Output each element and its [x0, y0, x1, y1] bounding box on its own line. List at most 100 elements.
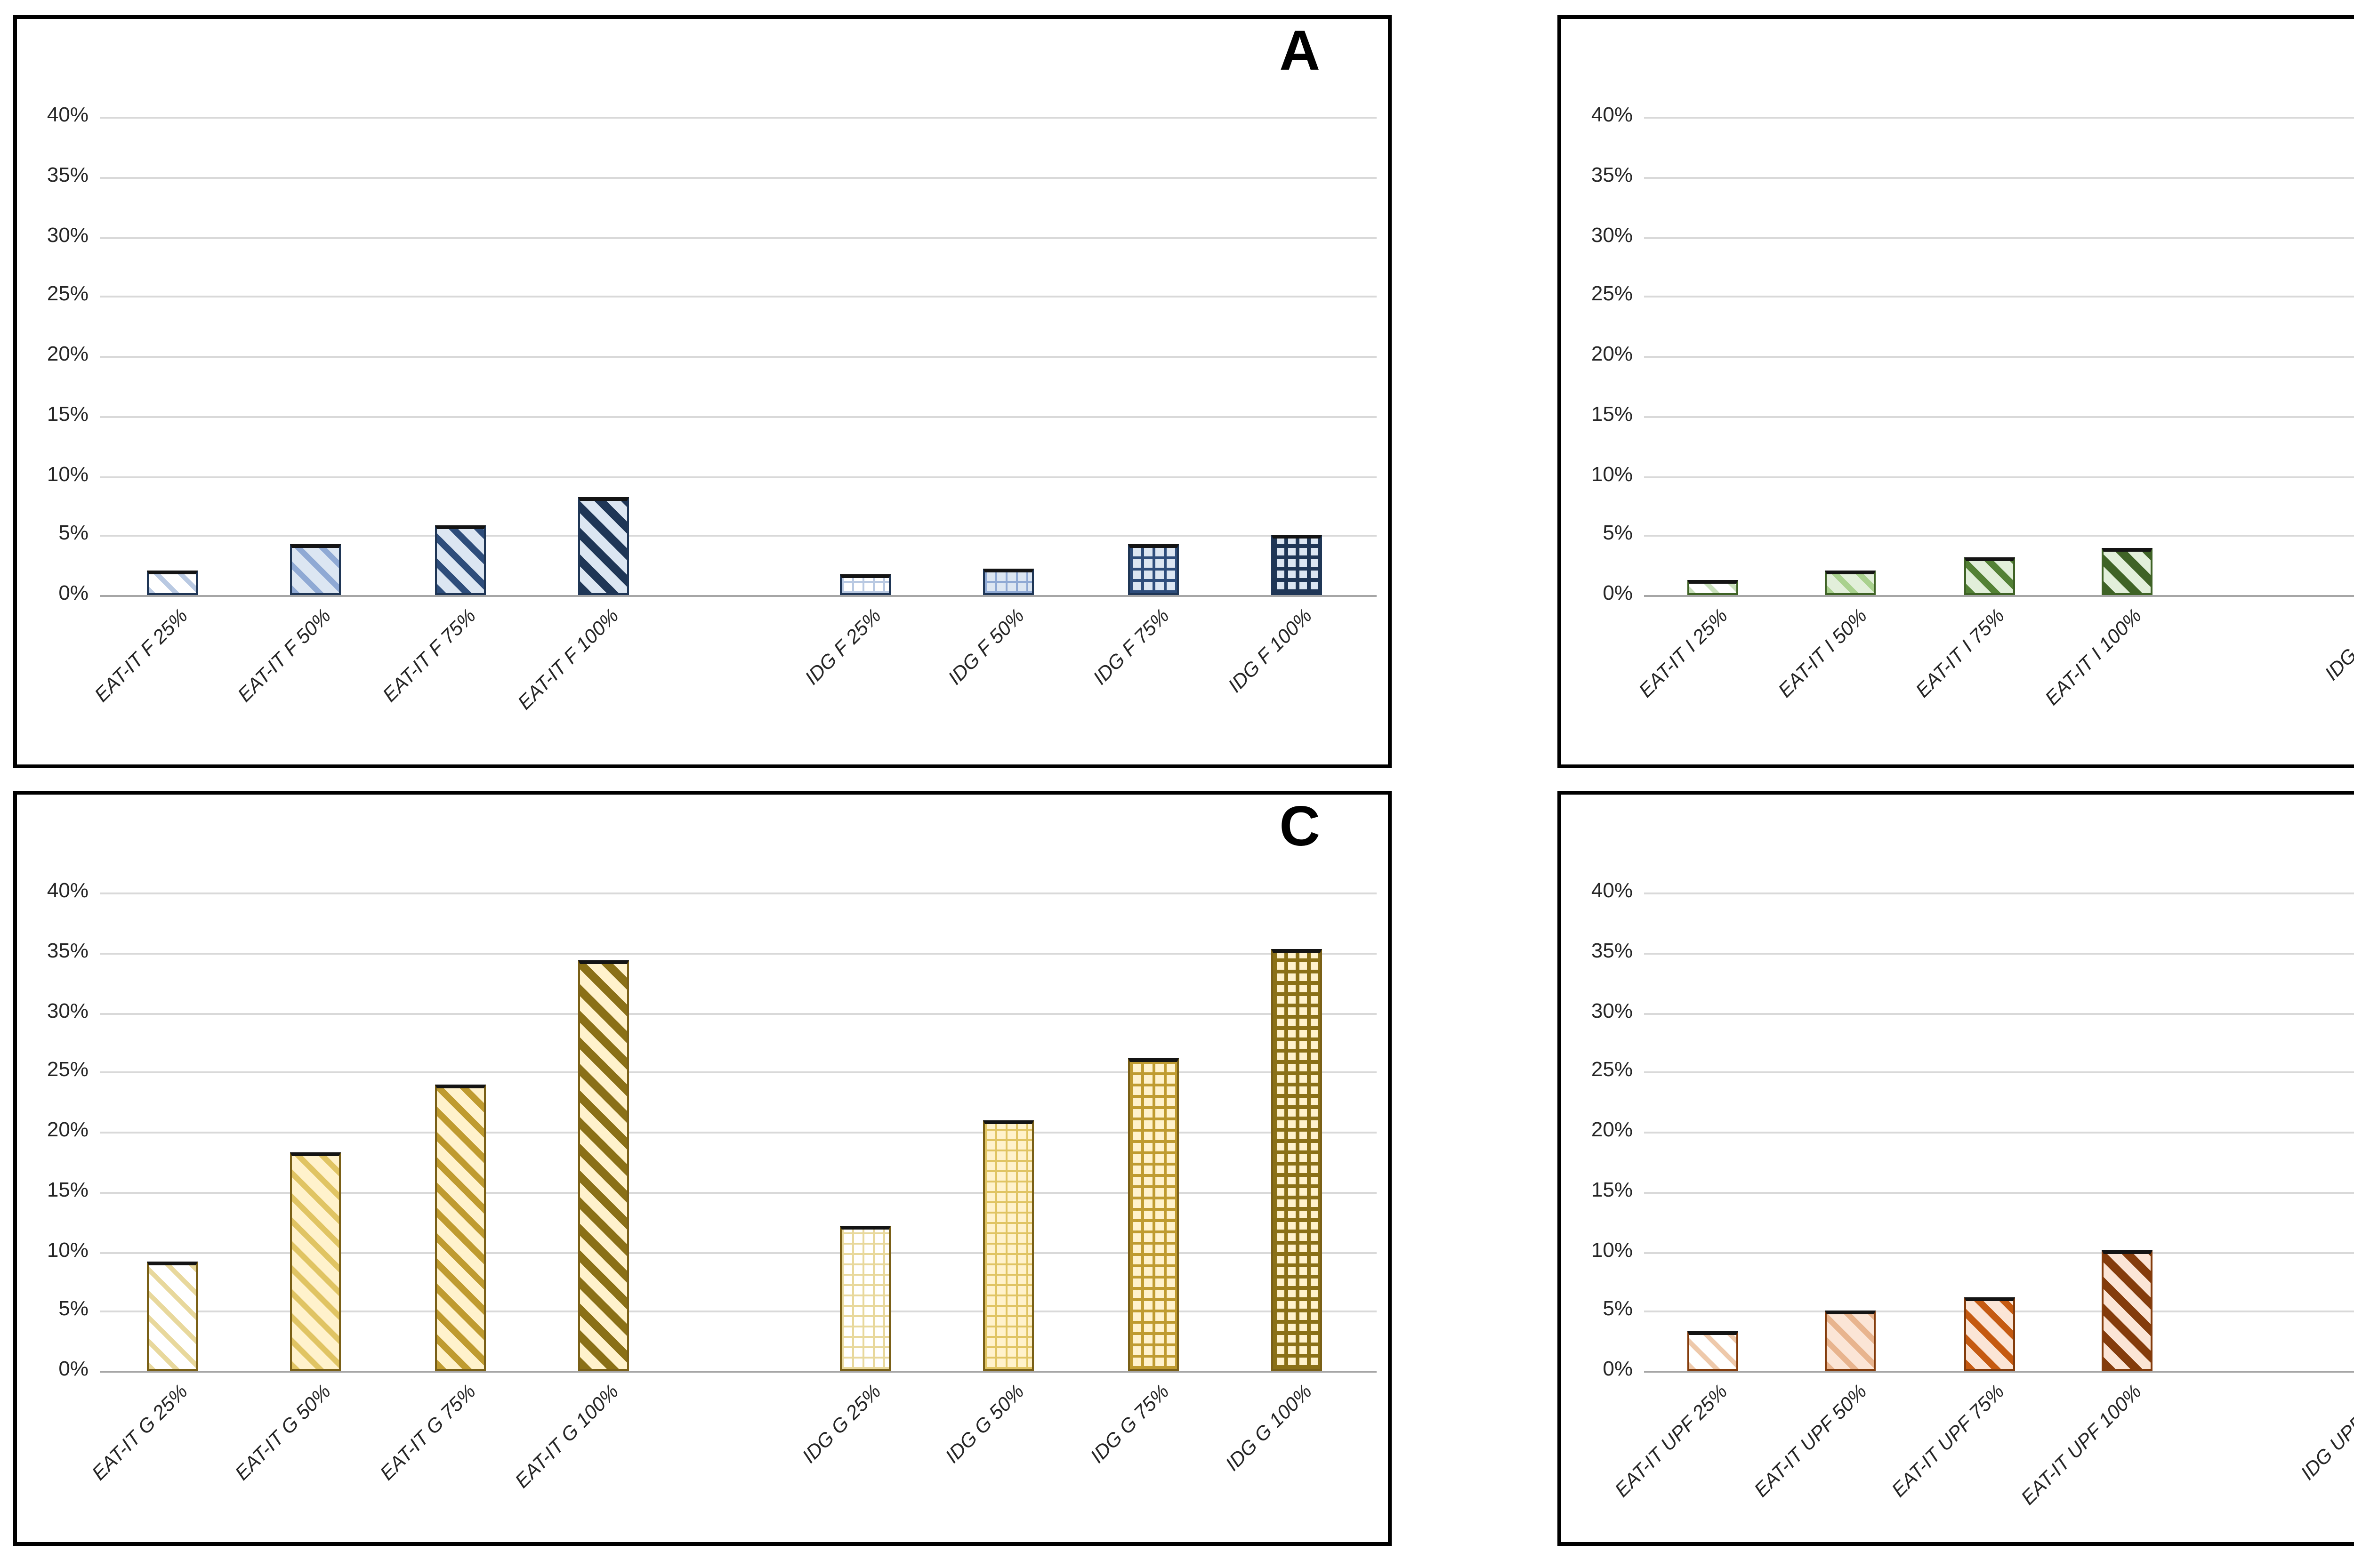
gridline [1644, 356, 2354, 358]
y-axis-tick-label: 10% [1591, 463, 1633, 486]
x-axis-label: IDG G 50% [942, 1381, 1030, 1468]
x-axis-label: EAT-IT UPF 50% [1749, 1381, 1871, 1503]
x-axis-label: EAT-IT UPF 25% [1612, 1381, 1733, 1503]
y-axis-tick-label: 5% [58, 1299, 89, 1321]
gridline [1644, 893, 2354, 894]
bar-idg-f-75- [1128, 545, 1178, 595]
x-axis-label: IDG F 75% [1088, 605, 1174, 690]
gridline [1644, 177, 2354, 178]
gridline [1644, 1012, 2354, 1014]
x-axis-line [100, 1371, 1377, 1373]
bar-eat-it-i-25- [1687, 580, 1739, 595]
gridline [100, 1251, 1377, 1253]
x-axis-label: EAT-IT G 50% [231, 1381, 337, 1486]
gridline [1644, 296, 2354, 298]
y-axis-tick-label: 40% [47, 105, 89, 127]
x-axis-label: IDG G 25% [798, 1381, 886, 1468]
bar-eat-it-i-50- [1825, 571, 1877, 595]
bar-idg-g-75- [1128, 1057, 1178, 1371]
x-axis-label: IDG G 75% [1086, 1381, 1174, 1468]
y-axis-tick-label: 20% [47, 344, 89, 366]
x-axis-label: EAT-IT F 75% [378, 605, 481, 707]
gridline [100, 1012, 1377, 1014]
bar-eat-it-g-100- [579, 960, 629, 1371]
gridline [100, 1311, 1377, 1313]
bar-idg-g-50- [984, 1121, 1034, 1371]
gridline [100, 356, 1377, 358]
y-axis-tick-label: 0% [58, 1359, 89, 1381]
y-axis-tick-label: 20% [47, 1119, 89, 1142]
y-axis-tick-label: 5% [58, 523, 89, 546]
gridline [100, 177, 1377, 178]
gridline [1644, 416, 2354, 418]
y-axis-tick-label: 30% [1591, 1000, 1633, 1022]
x-axis-label: EAT-IT G 75% [375, 1381, 481, 1486]
gridline [1644, 952, 2354, 954]
x-axis-line [1644, 595, 2354, 597]
x-axis-label: EAT-IT I 75% [1911, 605, 2009, 703]
gridline [1644, 117, 2354, 119]
panel-c: C 40% 35% 30% 25% 20% 15% 10% 5% 0% EAT-IT G 25% E… [13, 791, 1392, 1546]
x-axis-label: EAT-IT F 100% [514, 605, 625, 715]
gridline [1644, 535, 2354, 537]
gridline [100, 236, 1377, 238]
bar-eat-it-f-25- [146, 570, 197, 595]
gridline [100, 893, 1377, 894]
panel-d: D 40%35%30%25%20%15%10%5%0%EAT-IT UPF 25… [1557, 791, 2354, 1546]
y-axis-tick-label: 25% [1591, 284, 1633, 306]
x-axis-label: EAT-IT F 50% [234, 605, 337, 707]
gridline [100, 296, 1377, 298]
y-axis-tick-label: 0% [58, 583, 89, 605]
bar-eat-it-i-100- [2101, 547, 2152, 595]
gridline [1644, 1132, 2354, 1134]
gridline [1644, 1072, 2354, 1074]
bar-eat-it-f-50- [290, 543, 341, 595]
gridline [100, 535, 1377, 537]
gridline [100, 416, 1377, 418]
x-axis-label: EAT-IT G 25% [87, 1381, 193, 1486]
bar-eat-it-g-25- [146, 1262, 197, 1371]
x-axis-label: IDG I 25% [2321, 605, 2354, 686]
y-axis-tick-label: 40% [1591, 105, 1633, 127]
y-axis-tick-label: 5% [1603, 1299, 1633, 1321]
x-axis-label: EAT-IT I 100% [2041, 605, 2147, 710]
y-axis-tick-label: 40% [1591, 880, 1633, 903]
bar-idg-f-100- [1272, 534, 1322, 595]
y-axis-tick-label: 20% [1591, 344, 1633, 366]
y-axis-tick-label: 35% [1591, 164, 1633, 187]
x-axis-label: IDG G 100% [1222, 1381, 1318, 1476]
x-axis-label: IDG F 25% [800, 605, 886, 690]
panel-letter-c: C [1279, 796, 1320, 859]
bar-eat-it-f-75- [435, 524, 485, 595]
gridline [100, 952, 1377, 954]
bar-eat-it-i-75- [1963, 556, 2015, 595]
y-axis-tick-label: 40% [47, 880, 89, 903]
gridline [100, 1132, 1377, 1134]
bar-idg-f-50- [984, 569, 1034, 595]
x-axis-line [1644, 1371, 2354, 1373]
panel-a: A 40% 35% 30% 25% 20% 15% 10% 5% 0% EAT-IT F 25% E… [13, 15, 1392, 768]
y-axis-tick-label: 15% [1591, 1179, 1633, 1202]
bar-eat-it-f-100- [579, 497, 629, 595]
x-axis-line [100, 595, 1377, 597]
y-axis-tick-label: 30% [1591, 224, 1633, 247]
x-axis-label: IDG F 50% [944, 605, 1030, 690]
gridline [100, 117, 1377, 119]
x-axis-label: EAT-IT F 25% [90, 605, 193, 707]
gridline [100, 1191, 1377, 1193]
y-axis-tick-label: 25% [1591, 1060, 1633, 1082]
y-axis-tick-label: 30% [47, 224, 89, 247]
x-axis-label: IDG UPF 25% [2298, 1381, 2354, 1485]
y-axis-tick-label: 10% [47, 1239, 89, 1262]
gridline [100, 1072, 1377, 1074]
bar-idg-g-100- [1272, 949, 1322, 1371]
bar-eat-it-upf-75- [1963, 1298, 2015, 1371]
gridline [100, 475, 1377, 477]
bar-idg-g-25- [839, 1226, 890, 1371]
y-axis-tick-label: 0% [1603, 583, 1633, 605]
y-axis-tick-label: 30% [47, 1000, 89, 1022]
y-axis-tick-label: 15% [47, 1179, 89, 1202]
bar-idg-f-25- [839, 573, 890, 595]
y-axis-tick-label: 35% [47, 940, 89, 963]
